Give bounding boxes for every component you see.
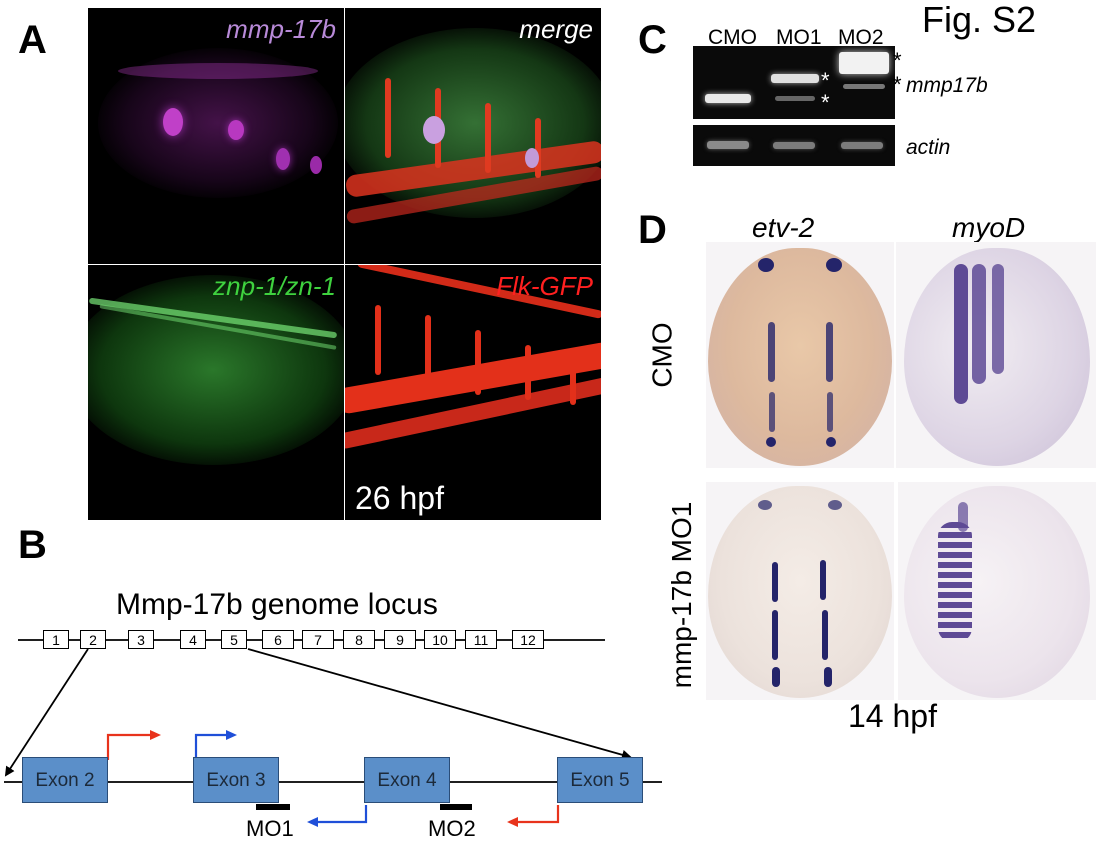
- locus-title: Mmp-17b genome locus: [116, 588, 438, 621]
- lane-label-mo1: MO1: [776, 26, 822, 49]
- merge-label: merge: [519, 14, 593, 44]
- band-star-mo2-lower: *: [893, 72, 902, 97]
- panel-b-letter: B: [18, 523, 47, 567]
- band-mo2-upper: [839, 52, 889, 74]
- mo2-bar: [440, 804, 472, 810]
- znp1-label: znp-1/zn-1: [213, 271, 336, 301]
- band-star-mo1-upper: *: [821, 68, 830, 93]
- primer-red-forward: [106, 733, 150, 760]
- exon-6: 6: [262, 630, 294, 649]
- mo1-label: MO1: [246, 816, 294, 841]
- panel-d-letter: D: [638, 208, 667, 252]
- row-label-cmo: CMO: [646, 322, 678, 388]
- exon-2-detail: Exon 2: [22, 757, 108, 803]
- genome-locus-diagram: [4, 639, 662, 827]
- micrograph-flk-gfp: Flk-GFP 26 hpf: [345, 265, 601, 520]
- exon-12: 12: [512, 630, 544, 649]
- zoom-arrow-exon5: [247, 648, 632, 760]
- mo1-bar: [256, 804, 290, 810]
- embryo-mo1-etv2: [706, 482, 894, 700]
- micrograph-znp1: znp-1/zn-1: [88, 265, 344, 520]
- band-actin-mo2: [841, 142, 883, 149]
- band-mo2-lower: [843, 84, 885, 89]
- column-label-myod: myoD: [952, 212, 1026, 243]
- exon-9: 9: [384, 630, 416, 649]
- band-star-mo1-lower: *: [821, 90, 830, 115]
- embryo-cmo-etv2: [706, 242, 894, 468]
- row-label-mmp17b-mo1: mmp-17b MO1: [666, 501, 697, 689]
- embryo-cmo-myod: [896, 242, 1096, 468]
- panel-a-letter: A: [18, 18, 47, 62]
- primer-blue-forward: [194, 733, 226, 760]
- exon-4: 4: [180, 630, 206, 649]
- exon-5-detail: Exon 5: [557, 757, 643, 803]
- band-mo1-upper: [771, 74, 819, 83]
- exon-10: 10: [424, 630, 456, 649]
- exon-1: 1: [43, 630, 69, 649]
- figure-label: Fig. S2: [922, 0, 1037, 40]
- primer-red-reverse: [518, 805, 560, 824]
- stage-label-26hpf: 26 hpf: [355, 480, 444, 516]
- micrograph-merge: merge: [345, 8, 601, 264]
- primer-blue-reverse: [318, 805, 368, 824]
- exon-8: 8: [343, 630, 375, 649]
- exon-7: 7: [302, 630, 334, 649]
- panel-c-letter: C: [638, 18, 667, 62]
- lane-label-cmo: CMO: [708, 26, 757, 49]
- column-label-etv2: etv-2: [752, 212, 815, 243]
- micrograph-mmp17b: mmp-17b: [88, 8, 344, 264]
- stage-label-14hpf: 14 hpf: [848, 698, 937, 734]
- lane-label-mo2: MO2: [838, 26, 884, 49]
- exon-3: 3: [128, 630, 154, 649]
- exon-11: 11: [465, 630, 497, 649]
- band-actin-cmo: [707, 141, 749, 149]
- flk-gfp-label: Flk-GFP: [496, 271, 593, 301]
- exon-5: 5: [221, 630, 247, 649]
- gene-label-actin: actin: [906, 136, 951, 159]
- band-cmo: [705, 94, 751, 103]
- exon-2: 2: [80, 630, 106, 649]
- gene-label-mmp17b: mmp17b: [906, 74, 988, 97]
- mmp17b-label: mmp-17b: [226, 14, 336, 44]
- mo2-label: MO2: [428, 816, 476, 841]
- band-star-mo2-upper: *: [893, 48, 902, 73]
- zoom-arrow-exon2: [4, 648, 89, 777]
- gel-mmp17b: * *: [693, 46, 895, 119]
- exon-4-detail: Exon 4: [364, 757, 450, 803]
- embryo-mo1-myod: [898, 482, 1096, 700]
- exon-3-detail: Exon 3: [193, 757, 279, 803]
- band-actin-mo1: [773, 142, 815, 149]
- gel-actin: [693, 125, 895, 166]
- band-mo1-lower: [775, 96, 815, 101]
